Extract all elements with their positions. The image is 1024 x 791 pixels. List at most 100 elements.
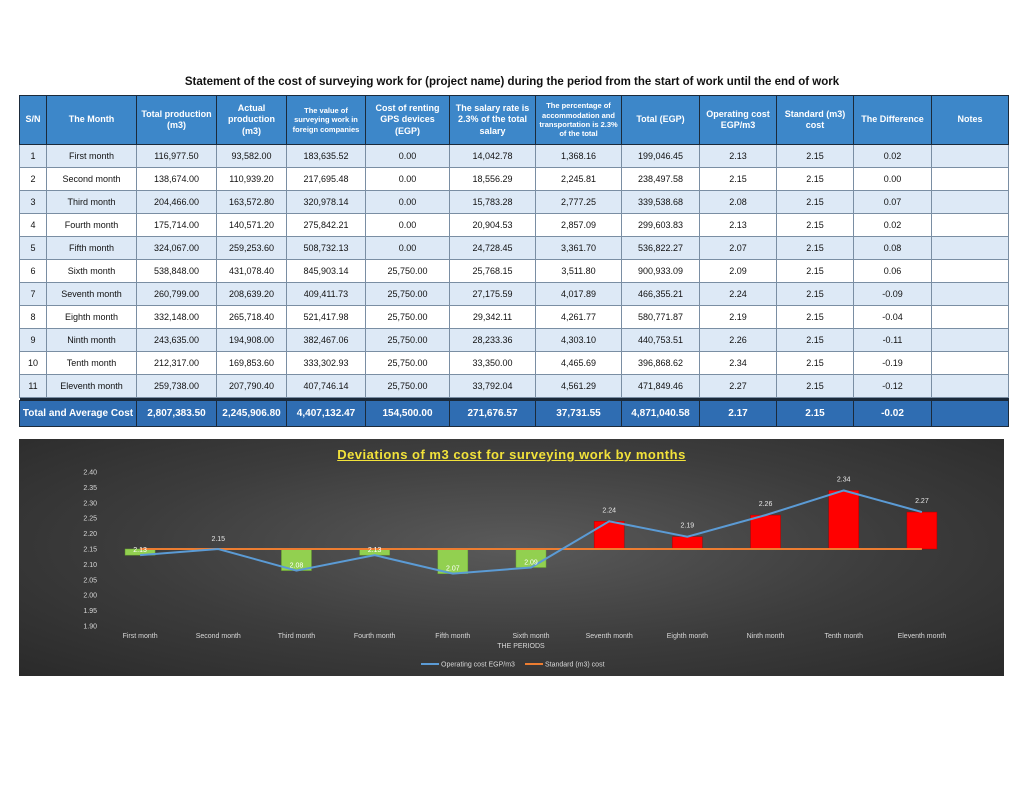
y-tick-label: 2.15 (83, 547, 97, 554)
y-tick-label: 2.00 (83, 593, 97, 600)
table-cell: 0.00 (365, 144, 450, 168)
up-bar (750, 514, 781, 550)
total-cell: 4,407,132.47 (286, 400, 366, 427)
table-cell: 4,561.29 (535, 374, 622, 398)
table-cell: 2.15 (776, 190, 854, 214)
table-cell: 521,417.98 (286, 305, 366, 329)
legend-operating-label: Operating cost EGP/m3 (441, 662, 515, 669)
table-cell (931, 213, 1009, 237)
table-row: 4 Fourth month 175,714.00 140,571.20 275,842… (19, 213, 1009, 237)
table-cell: 2.15 (776, 351, 854, 375)
data-label: 2.13 (368, 547, 382, 554)
table-row: 8 Eighth month 332,148.00 265,718.40 521,417… (19, 305, 1009, 329)
table-cell: Eighth month (46, 305, 137, 329)
table-cell: 243,635.00 (136, 328, 217, 352)
table-cell: 25,768.15 (449, 259, 536, 283)
table-cell: 4 (19, 213, 47, 237)
table-cell (931, 190, 1009, 214)
table-cell: 0.02 (853, 144, 932, 168)
y-tick-label: 2.35 (83, 485, 97, 492)
table-cell: 110,939.20 (216, 167, 287, 191)
table-row: 6 Sixth month 538,848.00 431,078.40 845,903.… (19, 259, 1009, 283)
table-cell: 0.08 (853, 236, 932, 260)
total-cell: 2,245,906.80 (216, 400, 287, 427)
chart-svg: 2.40 2.35 2.30 2.25 2.20 2.15 2.10 2.05 2.00 1.95… (83, 470, 946, 669)
page-title: Statement of the cost of surveying work … (184, 76, 840, 88)
x-tick-label: Second month (196, 633, 241, 640)
table-row: 10 Tenth month 212,317.00 169,853.60 333,302… (19, 351, 1009, 375)
y-tick-label: 2.20 (83, 531, 97, 538)
table-cell: 2.26 (699, 328, 777, 352)
table-cell: 5 (19, 236, 47, 260)
x-tick-label: Fifth month (435, 633, 470, 640)
table-cell: 183,635.52 (286, 144, 366, 168)
table-cell: 33,350.00 (449, 351, 536, 375)
table-cell (931, 305, 1009, 329)
up-bar (593, 521, 625, 550)
table-cell: 260,799.00 (136, 282, 217, 306)
header-salary-rate: The salary rate is 2.3% of the total sal… (449, 95, 536, 145)
table-cell: 0.00 (365, 236, 450, 260)
table-cell (931, 328, 1009, 352)
table-cell: -0.04 (853, 305, 932, 329)
table-cell (931, 259, 1009, 283)
table-cell: 4,261.77 (535, 305, 622, 329)
table-cell: 2.07 (699, 236, 777, 260)
table-cell: 320,978.14 (286, 190, 366, 214)
table-cell: 116,977.50 (136, 144, 217, 168)
table-cell: Fifth month (46, 236, 137, 260)
table-cell: 396,868.62 (621, 351, 700, 375)
table-cell (931, 236, 1009, 260)
table-cell: 1 (19, 144, 47, 168)
table-cell: -0.11 (853, 328, 932, 352)
total-label: Total and Average Cost (19, 400, 137, 427)
table-cell: 2.15 (776, 374, 854, 398)
data-label: 2.07 (446, 566, 460, 573)
table-cell: 2.15 (776, 236, 854, 260)
table-cell: 20,904.53 (449, 213, 536, 237)
table-cell: 11 (19, 374, 47, 398)
y-tick-label: 2.40 (83, 470, 97, 477)
table-cell: 25,750.00 (365, 305, 450, 329)
y-tick-label: 2.25 (83, 516, 97, 523)
total-cell: 2.15 (776, 400, 854, 427)
x-tick-label: First month (123, 633, 158, 640)
y-tick-label: 2.10 (83, 562, 97, 569)
table-cell: 845,903.14 (286, 259, 366, 283)
table-cell: 204,466.00 (136, 190, 217, 214)
x-tick-label: Third month (278, 633, 315, 640)
table-cell: 4,303.10 (535, 328, 622, 352)
table-cell: 4,465.69 (535, 351, 622, 375)
table-cell: 28,233.36 (449, 328, 536, 352)
cost-table: S/N The Month Total production (m3) Actual … (19, 95, 1009, 427)
table-cell: 2.08 (699, 190, 777, 214)
data-label: 2.08 (290, 563, 304, 570)
table-cell: 2,857.09 (535, 213, 622, 237)
table-cell: Second month (46, 167, 137, 191)
table-cell: 199,046.45 (621, 144, 700, 168)
y-tick-label: 1.95 (83, 608, 97, 615)
table-cell: 2,777.25 (535, 190, 622, 214)
table-row: 1 First month 116,977.50 93,582.00 183,635.5… (19, 144, 1009, 168)
total-cell: 37,731.55 (535, 400, 622, 427)
table-cell: 2.15 (776, 259, 854, 283)
table-cell: -0.12 (853, 374, 932, 398)
table-cell: 299,603.83 (621, 213, 700, 237)
data-label: 2.19 (681, 523, 695, 530)
data-label: 2.27 (915, 498, 929, 505)
data-label: 2.15 (211, 536, 225, 543)
data-label: 2.13 (133, 547, 147, 554)
table-cell: 6 (19, 259, 47, 283)
table-cell: Fourth month (46, 213, 137, 237)
table-cell: 259,253.60 (216, 236, 287, 260)
legend-standard-label: Standard (m3) cost (545, 662, 605, 669)
table-cell: Sixth month (46, 259, 137, 283)
table-cell: -0.19 (853, 351, 932, 375)
table-cell: 339,538.68 (621, 190, 700, 214)
y-tick-label: 1.90 (83, 624, 97, 631)
header-surveying-value: The value of surveying work in foreign c… (286, 95, 366, 145)
table-cell: 407,746.14 (286, 374, 366, 398)
x-tick-label: Ninth month (747, 633, 785, 640)
table-cell: 0.00 (853, 167, 932, 191)
table-cell (931, 144, 1009, 168)
